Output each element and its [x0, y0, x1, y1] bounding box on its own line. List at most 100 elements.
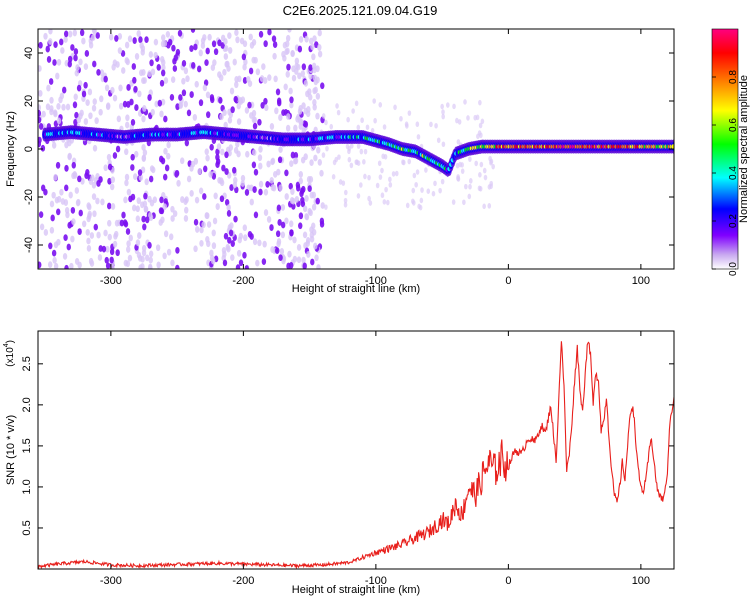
noise-speckle	[291, 202, 296, 210]
noise-speckle	[289, 160, 294, 167]
noise-speckle	[360, 117, 364, 124]
noise-speckle	[311, 203, 317, 211]
noise-speckle	[309, 37, 314, 45]
noise-speckle	[274, 107, 279, 115]
noise-speckle	[193, 245, 198, 253]
noise-speckle	[148, 264, 153, 269]
noise-speckle	[131, 63, 137, 70]
noise-speckle	[141, 215, 146, 223]
noise-speckle	[382, 199, 387, 205]
noise-speckle	[189, 189, 194, 197]
noise-speckle	[141, 154, 147, 162]
noise-speckle	[60, 47, 65, 54]
colorbar-tick-label: 0.0	[728, 262, 739, 276]
noise-speckle	[478, 185, 483, 192]
noise-speckle	[164, 164, 170, 172]
noise-speckle	[178, 102, 184, 109]
noise-layer	[38, 29, 495, 269]
noise-speckle	[73, 48, 79, 55]
noise-speckle	[205, 91, 211, 99]
noise-speckle	[198, 187, 204, 195]
noise-speckle	[271, 184, 277, 192]
noise-speckle	[206, 240, 211, 248]
noise-speckle	[126, 246, 131, 253]
noise-speckle	[324, 204, 328, 210]
noise-speckle	[63, 36, 68, 43]
noise-speckle	[407, 110, 412, 116]
noise-speckle	[199, 226, 204, 234]
noise-speckle	[73, 54, 78, 62]
noise-speckle	[177, 29, 183, 37]
noise-speckle	[106, 153, 112, 161]
noise-speckle	[307, 185, 312, 193]
noise-speckle	[38, 123, 44, 130]
noise-speckle	[253, 168, 259, 176]
noise-speckle	[201, 221, 206, 229]
noise-speckle	[253, 56, 258, 64]
noise-speckle	[56, 195, 62, 203]
noise-speckle	[73, 93, 78, 101]
noise-speckle	[87, 88, 93, 96]
noise-speckle	[150, 68, 156, 76]
noise-speckle	[227, 236, 232, 244]
noise-speckle	[124, 57, 129, 64]
noise-speckle	[56, 117, 62, 125]
noise-speckle	[272, 52, 277, 60]
noise-speckle	[237, 236, 242, 244]
noise-speckle	[64, 206, 70, 214]
noise-speckle	[62, 86, 67, 94]
noise-speckle	[122, 100, 128, 108]
noise-speckle	[308, 64, 313, 72]
noise-speckle	[275, 88, 281, 96]
noise-speckle	[218, 96, 223, 104]
noise-speckle	[99, 95, 104, 103]
noise-speckle	[262, 77, 268, 84]
noise-speckle	[456, 174, 460, 180]
top-y-tick-label: -20	[23, 189, 35, 205]
noise-speckle	[184, 139, 190, 147]
noise-speckle	[114, 230, 119, 238]
noise-speckle	[308, 93, 313, 101]
noise-speckle	[310, 258, 315, 266]
noise-speckle	[142, 149, 148, 157]
noise-speckle	[234, 75, 239, 83]
noise-speckle	[117, 32, 123, 40]
noise-speckle	[91, 34, 96, 41]
top-y-tick-label: 40	[23, 47, 35, 59]
noise-speckle	[41, 110, 46, 118]
noise-speckle	[109, 256, 114, 264]
noise-speckle	[210, 64, 216, 71]
noise-speckle	[216, 143, 222, 151]
noise-speckle	[56, 58, 62, 66]
noise-speckle	[78, 58, 83, 66]
noise-speckle	[150, 108, 155, 116]
noise-speckle	[278, 254, 283, 262]
noise-speckle	[124, 148, 129, 156]
noise-speckle	[140, 255, 145, 263]
noise-speckle	[270, 157, 276, 165]
noise-speckle	[227, 47, 233, 54]
noise-speckle	[232, 166, 237, 174]
noise-speckle	[83, 81, 88, 89]
noise-speckle	[487, 203, 492, 209]
noise-speckle	[224, 44, 229, 52]
noise-speckle	[87, 212, 92, 220]
noise-speckle	[280, 221, 286, 229]
noise-speckle	[285, 34, 291, 42]
noise-speckle	[474, 160, 478, 167]
noise-speckle	[431, 190, 436, 197]
noise-speckle	[140, 201, 145, 209]
noise-speckle	[262, 240, 267, 248]
noise-speckle	[141, 77, 146, 85]
noise-speckle	[294, 62, 299, 70]
noise-speckle	[71, 161, 76, 169]
noise-speckle	[103, 75, 108, 83]
noise-speckle	[88, 178, 94, 185]
noise-speckle	[258, 30, 264, 38]
noise-speckle	[223, 38, 228, 45]
noise-speckle	[240, 180, 245, 187]
noise-speckle	[149, 59, 154, 67]
noise-speckle	[273, 170, 278, 178]
noise-speckle	[184, 206, 189, 214]
bottom-x-tick-label: -200	[232, 575, 254, 587]
